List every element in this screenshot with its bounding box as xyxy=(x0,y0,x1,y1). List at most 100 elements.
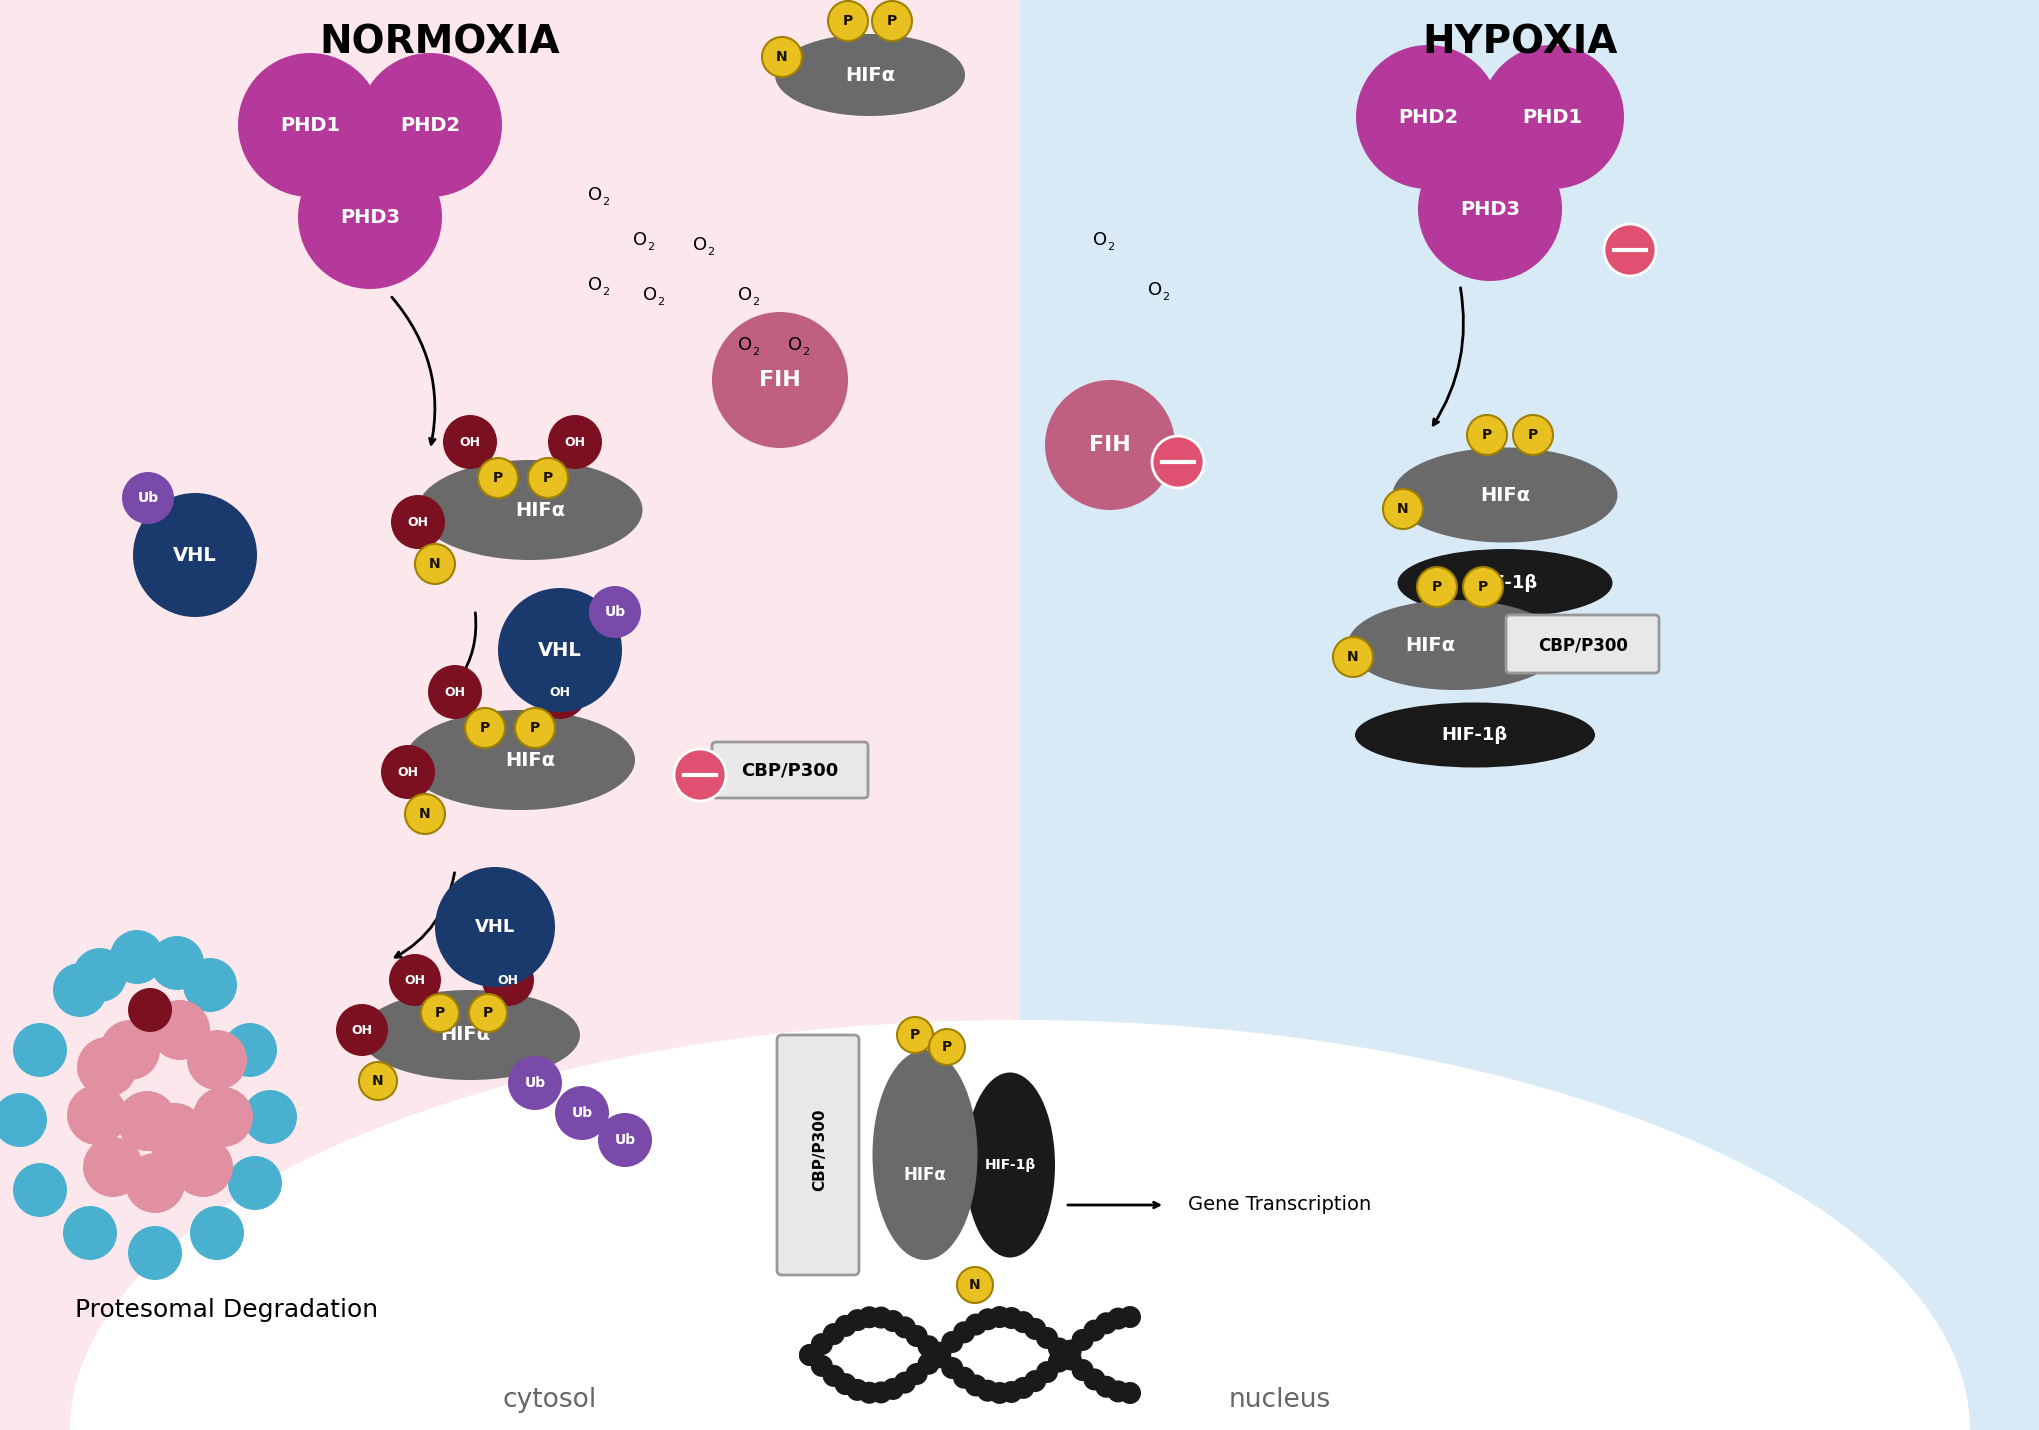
Circle shape xyxy=(548,415,602,469)
Circle shape xyxy=(846,1379,869,1401)
Circle shape xyxy=(100,1020,159,1080)
Text: P: P xyxy=(483,1005,493,1020)
Text: CBP/P300: CBP/P300 xyxy=(740,761,838,779)
Text: P: P xyxy=(434,1005,445,1020)
Circle shape xyxy=(589,586,640,638)
Text: P: P xyxy=(1476,581,1486,593)
Text: N: N xyxy=(428,558,440,571)
Circle shape xyxy=(1152,436,1203,488)
Circle shape xyxy=(799,1344,820,1366)
Text: HIFα: HIFα xyxy=(440,1025,489,1044)
Circle shape xyxy=(228,1155,281,1210)
Text: Protesomal Degradation: Protesomal Degradation xyxy=(75,1298,377,1321)
Circle shape xyxy=(532,665,587,719)
Text: OH: OH xyxy=(565,436,585,449)
Circle shape xyxy=(952,1321,975,1343)
Bar xyxy=(1020,0,2039,1430)
Text: PHD1: PHD1 xyxy=(279,116,341,134)
Circle shape xyxy=(1036,1327,1058,1348)
Circle shape xyxy=(1382,489,1423,529)
Circle shape xyxy=(989,1381,1009,1404)
Text: HYPOXIA: HYPOXIA xyxy=(1421,23,1617,61)
Circle shape xyxy=(928,1030,964,1065)
Text: OH: OH xyxy=(408,515,428,529)
Text: P: P xyxy=(542,470,553,485)
Bar xyxy=(0,0,1020,1430)
Circle shape xyxy=(1478,44,1623,189)
Text: OH: OH xyxy=(459,436,481,449)
Circle shape xyxy=(930,1341,950,1364)
Circle shape xyxy=(871,1307,891,1328)
Circle shape xyxy=(128,1226,181,1280)
Text: OH: OH xyxy=(498,974,518,987)
Circle shape xyxy=(555,1085,610,1140)
Text: N: N xyxy=(1346,651,1358,664)
Circle shape xyxy=(122,472,173,523)
Circle shape xyxy=(1058,1340,1081,1361)
Circle shape xyxy=(712,312,848,448)
Text: N: N xyxy=(969,1278,981,1291)
Circle shape xyxy=(1083,1320,1105,1341)
Circle shape xyxy=(1462,568,1503,606)
Circle shape xyxy=(871,1381,891,1403)
Circle shape xyxy=(871,1,911,41)
Text: OH: OH xyxy=(548,685,571,698)
Text: P: P xyxy=(1527,428,1537,442)
Text: nucleus: nucleus xyxy=(1227,1387,1331,1413)
Text: O: O xyxy=(1093,232,1107,249)
Text: HIFα: HIFα xyxy=(844,66,895,84)
Circle shape xyxy=(469,994,508,1032)
Text: P: P xyxy=(942,1040,952,1054)
Circle shape xyxy=(673,749,726,801)
Circle shape xyxy=(0,1093,47,1147)
Text: VHL: VHL xyxy=(538,641,581,659)
Circle shape xyxy=(151,1000,210,1060)
Circle shape xyxy=(1119,1306,1140,1328)
Ellipse shape xyxy=(1393,448,1617,542)
Text: HIFα: HIFα xyxy=(506,751,555,769)
Circle shape xyxy=(1044,380,1174,511)
Circle shape xyxy=(434,867,555,987)
Circle shape xyxy=(809,1333,832,1356)
Text: cytosol: cytosol xyxy=(504,1387,597,1413)
Text: 2: 2 xyxy=(801,347,809,358)
Ellipse shape xyxy=(418,460,642,561)
Text: PHD2: PHD2 xyxy=(1397,107,1458,126)
Text: FIH: FIH xyxy=(759,370,801,390)
Circle shape xyxy=(1024,1318,1046,1340)
Text: 2: 2 xyxy=(708,247,714,257)
Text: HIFα: HIFα xyxy=(903,1165,946,1184)
Circle shape xyxy=(414,543,455,583)
Circle shape xyxy=(809,1354,832,1377)
Circle shape xyxy=(190,1205,245,1260)
Circle shape xyxy=(84,1137,143,1197)
Circle shape xyxy=(1095,1313,1117,1334)
Circle shape xyxy=(381,745,434,799)
Text: HIFα: HIFα xyxy=(514,500,565,519)
Text: OH: OH xyxy=(398,765,418,778)
Circle shape xyxy=(1356,44,1499,189)
FancyBboxPatch shape xyxy=(1505,615,1658,674)
Text: O: O xyxy=(642,286,657,305)
Circle shape xyxy=(1466,415,1507,455)
Circle shape xyxy=(1107,1307,1130,1330)
Text: 2: 2 xyxy=(752,297,759,307)
Text: OH: OH xyxy=(404,974,426,987)
Text: N: N xyxy=(1397,502,1409,516)
Text: P: P xyxy=(493,470,504,485)
Circle shape xyxy=(1417,137,1562,282)
Circle shape xyxy=(977,1308,999,1330)
Circle shape xyxy=(133,493,257,616)
Circle shape xyxy=(357,53,502,197)
Circle shape xyxy=(1070,1328,1093,1351)
Circle shape xyxy=(893,1371,916,1394)
Circle shape xyxy=(465,708,506,748)
Circle shape xyxy=(1119,1381,1140,1404)
Circle shape xyxy=(53,962,106,1017)
Circle shape xyxy=(110,930,163,984)
Ellipse shape xyxy=(1397,549,1611,616)
Text: CBP/P300: CBP/P300 xyxy=(1537,636,1627,654)
Circle shape xyxy=(406,794,445,834)
Text: HIF-1β: HIF-1β xyxy=(1442,726,1507,744)
Circle shape xyxy=(858,1381,879,1404)
